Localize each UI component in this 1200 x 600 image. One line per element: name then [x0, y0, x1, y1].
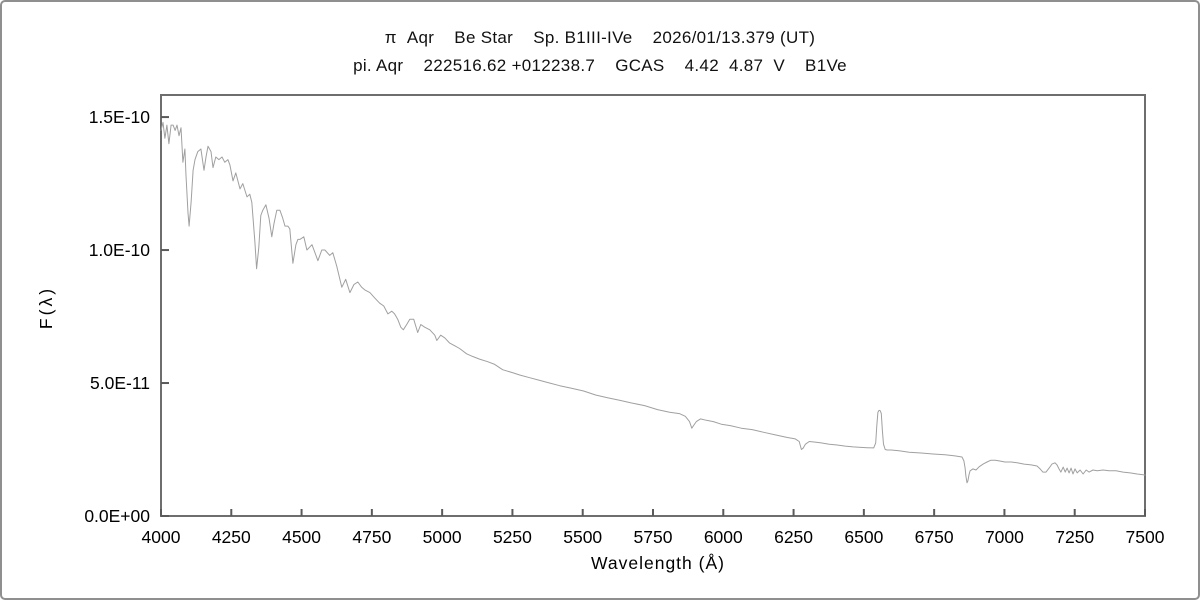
y-tick-label: 1.0E-10: [89, 240, 151, 260]
chart-title-line-1: π Aqr Be Star Sp. B1III-IVe 2026/01/13.3…: [384, 28, 816, 47]
x-tick-label: 6250: [774, 527, 813, 547]
spectrum-line: [160, 121, 1146, 484]
y-tick-label: 5.0E-11: [90, 373, 150, 393]
y-axis-label: F(λ): [36, 286, 56, 329]
x-axis-label: Wavelength (Å): [591, 553, 725, 573]
x-tick-label: 7250: [1055, 527, 1094, 547]
x-tick-label: 6500: [844, 527, 883, 547]
x-tick-label: 5000: [423, 527, 462, 547]
x-tick-label: 6750: [915, 527, 954, 547]
x-tick-label: 4000: [142, 527, 181, 547]
x-tick-label: 5250: [493, 527, 532, 547]
y-tick-label: 0.0E+00: [84, 506, 150, 526]
chart-title-line-2: pi. Aqr 222516.62 +012238.7 GCAS 4.42 4.…: [353, 56, 847, 75]
y-axis-ticks: 0.0E+00 5.0E-11 1.0E-10 1.5E-10: [84, 107, 169, 526]
x-tick-label: 4250: [212, 527, 251, 547]
y-tick-label: 1.5E-10: [89, 107, 151, 127]
x-tick-label: 4500: [282, 527, 321, 547]
x-tick-label: 5750: [634, 527, 673, 547]
x-axis-ticks: 4000 4250 4500 4750 5000 5250 5500 5750 6000 6250…: [142, 509, 1165, 547]
x-tick-label: 7500: [1126, 527, 1165, 547]
x-tick-label: 4750: [352, 527, 391, 547]
x-tick-label: 7000: [985, 527, 1024, 547]
plot-frame: [160, 94, 1146, 517]
x-tick-label: 5500: [563, 527, 602, 547]
x-tick-label: 6000: [704, 527, 743, 547]
